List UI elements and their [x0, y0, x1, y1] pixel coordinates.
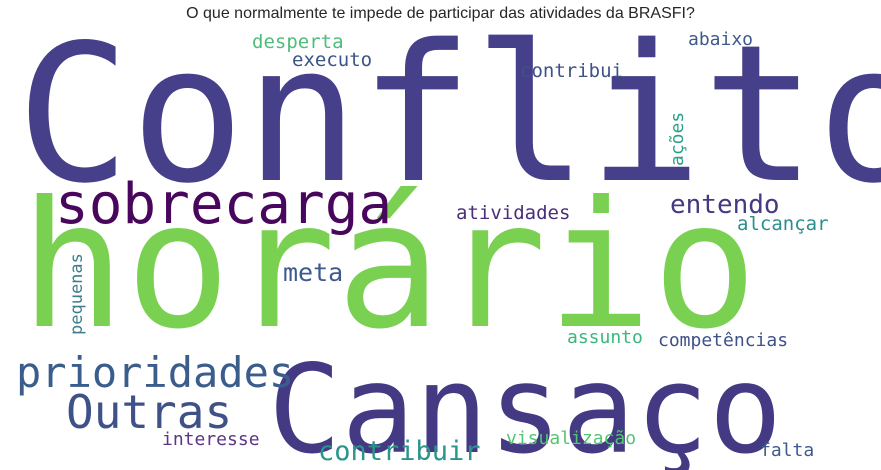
word-falta: falta [760, 440, 814, 461]
word-cansaco: Cansaço [268, 339, 782, 470]
word-executo: executo [292, 49, 372, 71]
word-outras: Outras [66, 385, 232, 439]
word-conflito: Conflito [16, 4, 881, 225]
word-horario: horário [20, 165, 758, 368]
word-assunto: assunto [567, 327, 643, 348]
word-pequenas: pequenas [67, 253, 87, 335]
word-abaixo: abaixo [688, 29, 753, 50]
word-prioridades: prioridades [16, 348, 294, 397]
word-sobrecarga: sobrecarga [55, 172, 392, 237]
word-entendo: entendo [670, 190, 780, 220]
word-alcancar: alcançar [737, 213, 829, 235]
chart-title: O que normalmente te impede de participa… [186, 5, 695, 22]
word-meta: meta [283, 258, 343, 287]
word-desperta: desperta [252, 31, 344, 53]
word-interesse: interesse [162, 429, 260, 450]
word-contribuir: contribuir [318, 436, 481, 467]
word-contribui: contribui [520, 60, 623, 82]
word-competencias: competências [658, 330, 788, 351]
word-visualizacao: visualização [506, 428, 636, 449]
word-atividades: atividades [456, 202, 570, 224]
word-acoes: ações [667, 112, 688, 166]
